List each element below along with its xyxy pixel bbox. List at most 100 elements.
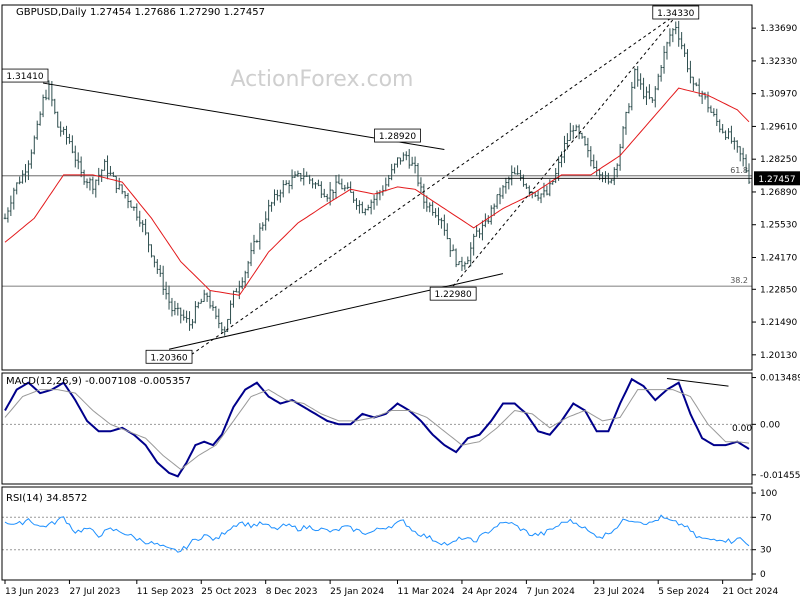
- price-bar: [229, 300, 232, 325]
- price-bar: [466, 256, 470, 265]
- price-bar: [457, 261, 461, 266]
- price-bar: [126, 192, 130, 209]
- price-bar: [612, 167, 616, 186]
- price-bar: [413, 156, 417, 174]
- price-bar: [665, 41, 669, 60]
- price-bar: [197, 301, 200, 309]
- price-bar: [489, 205, 493, 225]
- price-bar: [223, 326, 226, 336]
- price-bar: [674, 21, 678, 35]
- price-bar: [56, 111, 60, 128]
- price-bar: [153, 255, 156, 268]
- price-bar: [185, 310, 188, 323]
- macd-y-tick-label: 0.00: [760, 420, 780, 430]
- chart-header-symbol: GBPUSD,Daily: [16, 7, 87, 18]
- price-annotation-label: 1.28920: [379, 132, 416, 142]
- price-bar: [41, 94, 45, 118]
- price-bar: [554, 168, 557, 184]
- price-bar: [627, 103, 631, 114]
- rsi-y-tick-label: 30: [760, 546, 772, 556]
- price-bar: [267, 199, 270, 222]
- price-bar: [448, 237, 452, 257]
- price-bar: [680, 32, 683, 50]
- price-bar: [525, 183, 528, 190]
- price-bar: [402, 152, 405, 162]
- price-bar: [718, 119, 722, 133]
- price-annotation-box: [652, 5, 700, 20]
- price-bar: [595, 160, 598, 176]
- y-tick-label: 1.28250: [760, 155, 797, 165]
- x-tick-label: 25 Oct 2023: [201, 587, 257, 597]
- price-bar: [30, 149, 33, 169]
- price-annotation: 1.20360: [145, 349, 193, 364]
- price-bar: [220, 322, 224, 334]
- price-bar: [387, 174, 391, 187]
- price-bar: [346, 182, 350, 190]
- price-bar: [703, 92, 707, 100]
- price-bar: [170, 297, 174, 317]
- price-bar: [443, 214, 446, 236]
- price-bar: [141, 220, 144, 233]
- price-bar: [279, 189, 282, 203]
- price-bar: [188, 311, 191, 331]
- price-bar: [202, 289, 206, 302]
- price-bar: [100, 169, 103, 182]
- price-bar: [232, 290, 235, 308]
- price-bar: [487, 215, 490, 224]
- grid-layer: [2, 175, 752, 287]
- price-bar: [349, 181, 352, 193]
- price-bar: [545, 185, 549, 196]
- price-annotation-box: [429, 286, 477, 301]
- price-bar: [287, 180, 291, 194]
- price-bar: [419, 177, 423, 195]
- price-bar: [199, 298, 203, 304]
- x-tick-label: 23 Jul 2024: [594, 587, 645, 597]
- macd-y-tick-label: 0.013489: [760, 374, 800, 384]
- price-bar: [428, 202, 432, 213]
- price-pane: 61.8 38.2 1.31410 1.28920 1.34330 1.20360 1.22…: [1, 5, 752, 364]
- x-tick-label: 21 Oct 2024: [723, 587, 779, 597]
- price-bar: [334, 174, 338, 199]
- price-bar: [662, 45, 666, 74]
- price-bar: [618, 143, 622, 171]
- price-annotation-label: 1.34330: [657, 9, 694, 19]
- price-bar: [539, 193, 543, 204]
- price-bar: [363, 208, 367, 216]
- price-bar: [384, 177, 388, 192]
- trend-line: [168, 273, 504, 350]
- price-bar: [211, 300, 215, 311]
- price-bar: [3, 213, 7, 220]
- price-bar: [261, 222, 265, 231]
- price-bar: [258, 223, 262, 250]
- price-bar: [156, 259, 159, 274]
- price-bar: [440, 217, 443, 229]
- price-bar: [76, 152, 80, 170]
- price-bar: [161, 265, 165, 295]
- price-bar: [519, 169, 522, 181]
- price-bar: [167, 285, 171, 310]
- price-bar: [454, 248, 458, 268]
- price-bar: [191, 319, 194, 329]
- price-bar: [320, 181, 323, 198]
- zero-line-label: 0.00: [732, 424, 752, 434]
- price-bar: [317, 179, 320, 187]
- price-bar: [475, 225, 478, 237]
- rsi-pane: [2, 514, 752, 553]
- price-bar: [91, 176, 95, 195]
- last-price-tag: [754, 171, 800, 186]
- price-bar: [744, 154, 748, 173]
- price-bar: [194, 301, 197, 324]
- price-bar: [451, 244, 455, 252]
- price-bar: [639, 73, 642, 90]
- price-bar: [18, 176, 21, 185]
- price-bar: [132, 206, 136, 211]
- price-bar: [495, 194, 499, 209]
- price-bar: [478, 228, 481, 239]
- price-bar: [144, 218, 147, 236]
- price-bar: [158, 264, 162, 277]
- price-bar: [671, 28, 675, 43]
- price-bar: [276, 189, 279, 201]
- price-bar: [179, 307, 183, 324]
- price-bar: [217, 308, 221, 329]
